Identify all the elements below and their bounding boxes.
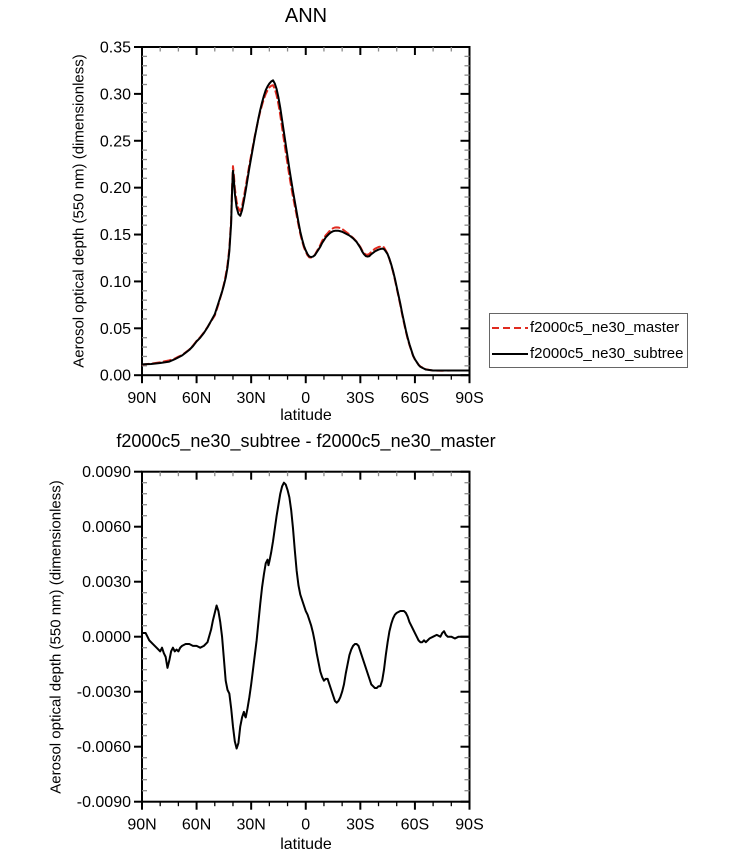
legend-line-master — [492, 326, 528, 329]
legend-label-subtree: f2000c5_ne30_subtree — [530, 345, 684, 362]
x-tick-label: 0 — [301, 817, 310, 834]
bottom-y-axis-label: Aerosol optical depth (550 nm) (dimensio… — [47, 480, 65, 794]
legend-item-master: f2000c5_ne30_master — [492, 315, 687, 341]
y-tick-label: 0.05 — [100, 321, 131, 338]
x-tick-label: 60S — [401, 390, 429, 407]
x-tick-label: 60N — [182, 390, 211, 407]
legend-line-subtree — [492, 352, 528, 355]
x-tick-label: 90N — [127, 390, 156, 407]
x-tick-label: 30N — [236, 390, 265, 407]
x-tick-label: 30S — [346, 817, 374, 834]
y-tick-label: 0.0060 — [82, 519, 131, 536]
x-tick-label: 60N — [182, 817, 211, 834]
bottom-panel-frame — [141, 470, 471, 803]
top-panel-frame — [141, 46, 471, 377]
y-tick-label: 0.00 — [100, 368, 131, 385]
x-tick-label: 30N — [236, 817, 265, 834]
y-tick-label: 0.15 — [100, 227, 131, 244]
y-tick-label: 0.30 — [100, 86, 131, 103]
top-panel: 90N 60N 30N 0 30S 60S 90S 0.00 0.05 0.10 0.15 0.20 0… — [100, 40, 484, 408]
y-tick-label: 0.0090 — [82, 464, 131, 481]
x-tick-label: 30S — [346, 390, 374, 407]
y-tick-label: -0.0060 — [77, 739, 131, 756]
y-tick-label: 0.25 — [100, 133, 131, 150]
x-tick-label: 60S — [401, 817, 429, 834]
top-y-axis-label: Aerosol optical depth (550 nm) (dimensio… — [70, 54, 88, 368]
y-tick-label: 0.0000 — [82, 629, 131, 646]
legend: f2000c5_ne30_master f2000c5_ne30_subtree — [489, 313, 688, 368]
y-tick-label: 0.0030 — [82, 574, 131, 591]
bottom-panel: 90N 60N 30N 0 30S 60S 90S 0.0090 0.0060 0.0030 0.0… — [77, 464, 484, 834]
top-panel-curve-0 — [141, 84, 471, 372]
y-tick-label: -0.0030 — [77, 684, 131, 701]
y-tick-label: 0.20 — [100, 180, 131, 197]
x-tick-label: 90S — [455, 390, 483, 407]
legend-label-master: f2000c5_ne30_master — [530, 319, 680, 336]
y-tick-label: 0.10 — [100, 274, 131, 291]
x-tick-label: 90S — [455, 817, 483, 834]
x-tick-label: 0 — [301, 390, 310, 407]
legend-item-subtree: f2000c5_ne30_subtree — [492, 341, 687, 367]
top-panel-curve-1 — [141, 79, 471, 372]
top-x-axis-label: latitude — [280, 407, 332, 424]
x-tick-label: 90N — [127, 817, 156, 834]
top-chart-title: ANN — [284, 5, 328, 27]
bottom-panel-curve-0 — [141, 481, 471, 750]
y-tick-label: -0.0090 — [77, 794, 131, 811]
bottom-chart-title: f2000c5_ne30_subtree - f2000c5_ne30_mast… — [116, 431, 496, 451]
y-tick-label: 0.35 — [100, 40, 131, 57]
bottom-x-axis-label: latitude — [280, 836, 332, 853]
